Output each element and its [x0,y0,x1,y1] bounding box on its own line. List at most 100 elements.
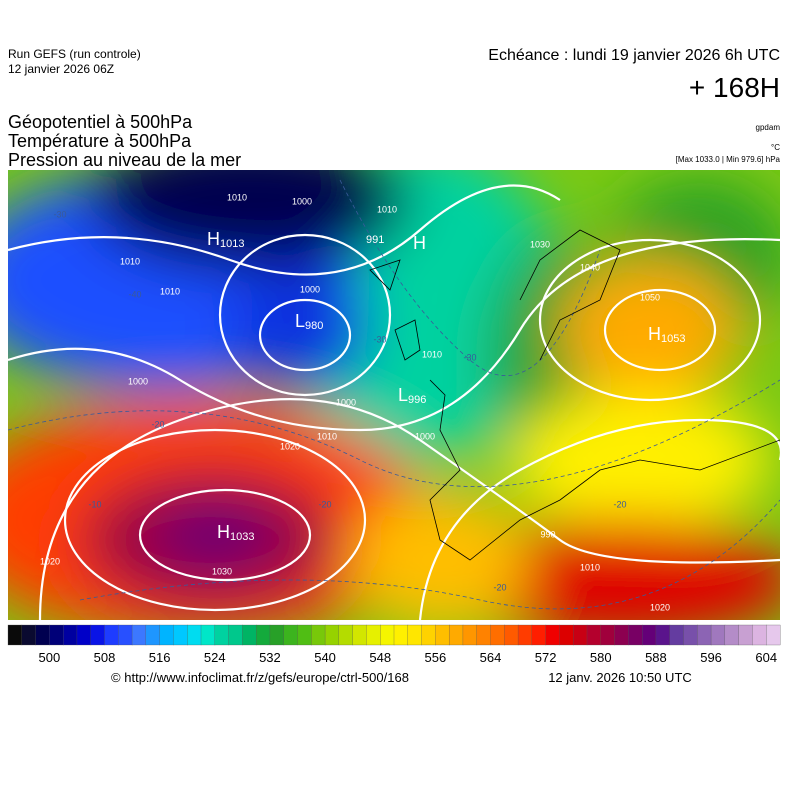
lead-time: + 168H [689,72,780,103]
colorbar-swatch [35,624,50,646]
colorbar-swatch [311,624,326,646]
map [8,170,780,620]
colorbar-swatch [338,624,354,646]
colorbar-swatch [531,624,547,646]
echeance: Echéance : lundi 19 janvier 2026 6h UTC [488,47,780,64]
colorbar-swatch [614,624,629,646]
center-value: 991 [366,234,384,246]
pressure-center: H1053 [648,324,685,345]
colorbar-tick-label: 588 [645,650,667,665]
colorbar-tick-label: 524 [204,650,226,665]
isobar-label: 1000 [128,376,148,386]
colorbar-swatch [145,624,161,646]
colorbar-swatch [435,624,450,646]
colorbar-swatch [448,624,464,646]
isobar-label: 1000 [336,397,356,407]
temperature-label: -30 [53,209,66,219]
colorbar-swatch [352,624,367,646]
run-date: 12 janvier 2026 06Z [8,62,114,76]
colorbar-swatch [766,624,781,646]
title-line: Pression au niveau de la mer [8,150,241,170]
unit-label: gpdam [756,123,781,132]
source-link: © http://www.infoclimat.fr/z/gefs/europe… [111,670,409,685]
colorbar-swatch [21,624,37,646]
center-value: 980 [305,320,323,332]
center-value: 1033 [230,531,254,543]
colorbar-swatch [545,624,560,646]
colorbar-swatch [76,624,92,646]
pressure-center: H1033 [217,522,254,543]
temperature-label: -10 [88,499,101,509]
colorbar-swatch [697,624,712,646]
colorbar-swatch [187,624,202,646]
colorbar-tick-label: 556 [425,650,447,665]
colorbar-tick-label: 500 [39,650,61,665]
temperature-label: -30 [463,352,476,362]
colorbar-swatch [683,624,698,646]
isobar-label: 1030 [530,239,550,249]
colorbar-swatch [366,624,381,646]
center-letter: L [398,385,408,405]
colorbar-swatch [724,624,740,646]
pressure-center: H 991 [366,233,426,253]
colorbar-swatch [738,624,753,646]
colorbar-tick-label: 580 [590,650,612,665]
temperature-label: -30 [373,334,386,344]
isobar-label: 1020 [280,441,300,451]
unit-label: °C [771,143,780,152]
colorbar-swatch [62,624,78,646]
colorbar-swatch [393,624,409,646]
colorbar-swatch [297,624,312,646]
colorbar-swatch [283,624,298,646]
colorbar-swatch [490,624,505,646]
colorbar-tick-label: 540 [314,650,336,665]
isobar-label: 1020 [650,602,670,612]
colorbar-swatch [517,624,533,646]
center-value: 1053 [661,333,685,345]
timestamp: 12 janv. 2026 10:50 UTC [548,670,692,685]
colorbar-swatch [669,624,684,646]
colorbar-tick-label: 548 [369,650,391,665]
colorbar-tick-label: 532 [259,650,281,665]
center-value: 1013 [220,238,244,250]
temperature-labels: -30 -40 -30 -20 -20 -20 -10 -30 -20 [53,209,626,592]
colorbar: 500 508 516 524 532 540 548 556 564 572 580 588 596 6… [7,624,781,665]
isobar-label: 1010 [422,349,442,359]
colorbar-swatch [586,624,602,646]
center-letter: H [207,229,220,249]
colorbar-swatch [159,624,174,646]
colorbar-tick-label: 564 [480,650,502,665]
center-letter: L [295,311,305,331]
colorbar-swatch [476,624,491,646]
temperature-label: -40 [128,289,141,299]
pressure-center: H1013 [207,229,244,250]
colorbar-swatch [200,624,216,646]
colorbar-tick-label: 604 [755,650,777,665]
colorbar-swatch [504,624,519,646]
unit-label: [Max 1033.0 | Min 979.6] hPa [676,155,781,164]
isobar-label: 1030 [212,566,232,576]
colorbar-tick-label: 508 [94,650,116,665]
colorbar-swatch [710,624,726,646]
colorbar-swatch [269,624,285,646]
colorbar-swatch [104,624,119,646]
colorbar-swatch [573,624,588,646]
isobar-label: 1000 [300,284,320,294]
run-label: Run GEFS (run controle) [8,47,141,61]
colorbar-swatch [641,624,657,646]
colorbar-tick-label: 596 [700,650,722,665]
isobar-label: 1010 [580,562,600,572]
isobar-labels: 1010 1000 1010 1010 1010 1000 1000 1000 1010 1020… [40,192,670,612]
colorbar-swatch [214,624,230,646]
center-letter: H [648,324,661,344]
colorbar-tick-label: 516 [149,650,171,665]
isobar-label: 1020 [40,556,60,566]
colorbar-swatch [228,624,243,646]
isobar-label: 1010 [160,286,180,296]
colorbar-swatch [324,624,340,646]
isobar-label: 1010 [120,256,140,266]
pressure-center: L996 [398,385,426,406]
isobar-label: 1010 [317,431,337,441]
temperature-label: -20 [613,499,626,509]
